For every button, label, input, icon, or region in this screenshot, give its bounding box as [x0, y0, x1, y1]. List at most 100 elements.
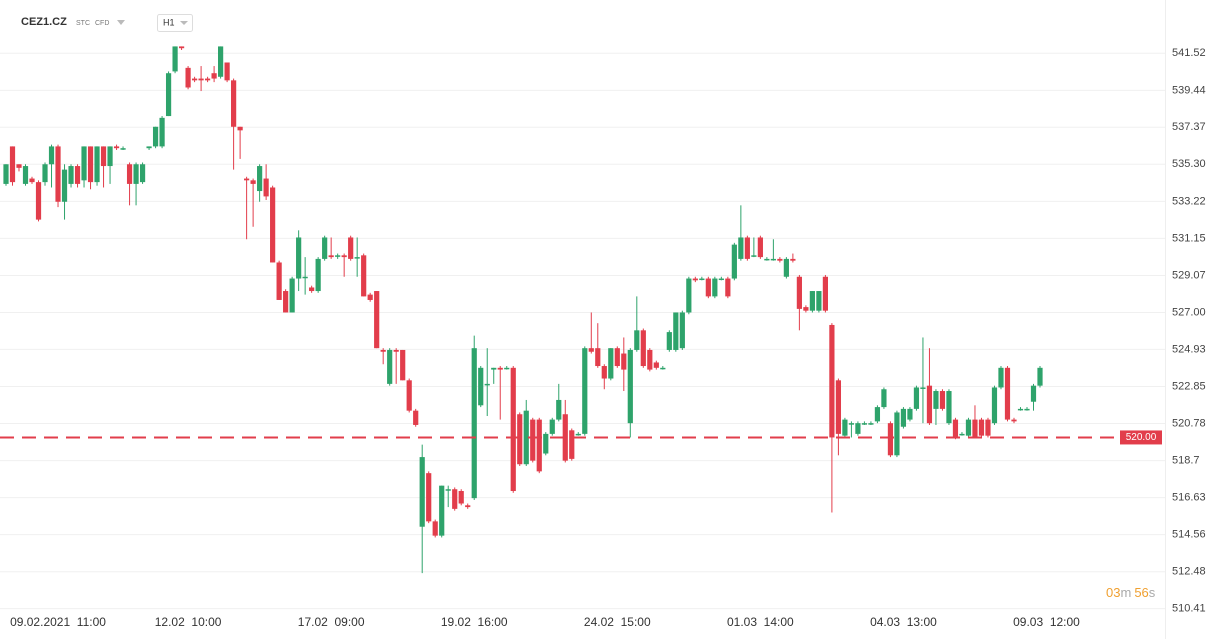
candle-body: [751, 255, 757, 257]
candle-body: [1037, 367, 1043, 386]
candle-body: [972, 419, 978, 438]
badge: STC: [76, 20, 90, 27]
candle-body: [406, 380, 412, 411]
candle-body: [218, 46, 224, 77]
y-tick-label: 533.22: [1172, 195, 1206, 207]
candle-body: [985, 419, 991, 436]
candle-body: [718, 278, 724, 281]
candle-body: [322, 237, 328, 259]
candle-body: [22, 166, 29, 184]
y-tick-label: 537.37: [1172, 121, 1206, 133]
candle-body: [133, 164, 139, 184]
candle-body: [868, 423, 874, 425]
candle-body: [510, 367, 516, 492]
candle-body: [302, 276, 308, 279]
candle-body: [517, 414, 523, 465]
candle-body: [152, 126, 159, 147]
candle-body: [790, 258, 796, 261]
candle-body: [569, 430, 575, 459]
candle-body: [926, 385, 933, 424]
y-tick-label: 516.63: [1172, 492, 1206, 504]
candle-body: [647, 349, 653, 370]
candle-body: [439, 485, 445, 536]
candle-body: [29, 178, 35, 183]
candle-body: [634, 330, 640, 350]
candle-body: [887, 423, 894, 456]
candle-body: [113, 146, 120, 149]
candle-body: [296, 237, 302, 279]
candle-body: [835, 380, 842, 434]
candle-body: [965, 419, 972, 436]
candle-body: [998, 367, 1004, 388]
candle-body: [1004, 367, 1011, 420]
candle-body: [458, 491, 464, 504]
candle-body: [263, 178, 269, 197]
candle-body: [61, 169, 68, 202]
candle-body: [978, 419, 985, 436]
candle-body: [543, 433, 549, 454]
y-tick-label: 518.7: [1172, 455, 1200, 467]
candle-body: [757, 237, 763, 258]
candle-body: [530, 419, 536, 461]
dropdown-arrow[interactable]: [117, 20, 125, 25]
candle-body: [100, 146, 107, 167]
y-tick-label: 541.52: [1172, 47, 1206, 59]
dropdown-arrow: [180, 21, 188, 25]
candle-body: [900, 408, 907, 427]
x-tick-label: 24.02 15:00: [584, 615, 651, 629]
candle-body: [348, 237, 354, 259]
candle-body: [257, 166, 263, 192]
candle-body: [237, 126, 243, 131]
candle-body: [582, 348, 588, 434]
candle-body: [191, 78, 198, 81]
candle-body: [705, 278, 711, 297]
candle-body: [413, 410, 419, 425]
candle-body: [309, 287, 315, 292]
candle-body: [224, 62, 230, 81]
candle-body: [673, 312, 679, 350]
candle-body: [484, 383, 490, 386]
candle-body: [504, 367, 510, 370]
candle-body: [536, 419, 542, 472]
candle-body: [445, 489, 451, 491]
candle-body: [627, 349, 633, 424]
y-tick-label: 539.44: [1172, 84, 1206, 96]
candle-body: [178, 46, 185, 49]
candle-body: [204, 78, 211, 81]
x-tick-label: 09.03 12:00: [1013, 615, 1080, 629]
y-tick-label: 520.78: [1172, 417, 1206, 429]
candle-body: [920, 387, 926, 389]
candle-body: [198, 78, 204, 81]
y-tick-label: 529.07: [1172, 269, 1206, 281]
candle-body: [393, 349, 399, 352]
candle-body: [87, 146, 94, 183]
candle-body: [744, 237, 750, 259]
candle-body: [588, 348, 594, 352]
candle-body: [809, 291, 815, 311]
candle-body: [81, 146, 87, 181]
candle-body: [692, 278, 698, 281]
candle-body: [881, 389, 887, 408]
candle-body: [666, 332, 672, 350]
candle-body: [601, 366, 607, 379]
candle-body: [549, 419, 555, 434]
candle-body: [400, 349, 406, 381]
candle-body: [614, 348, 620, 367]
candle-body: [640, 330, 646, 367]
x-tick-label: 17.02 09:00: [298, 615, 365, 629]
candle-body: [478, 367, 484, 406]
candle-body: [139, 164, 146, 183]
candle-body: [211, 73, 217, 79]
candle-body: [35, 182, 42, 220]
candle-body: [952, 419, 959, 438]
countdown: 03m 56s: [1106, 585, 1156, 600]
candle-body: [913, 387, 920, 409]
candle-body: [653, 362, 659, 368]
candle-body: [562, 414, 568, 461]
timeframe-select[interactable]: [157, 14, 193, 32]
candle-body: [738, 237, 744, 259]
candle-body: [699, 278, 705, 281]
x-tick-label: 09.02.2021 11:00: [10, 615, 106, 629]
candle-body: [959, 433, 965, 436]
candle-body: [68, 166, 74, 184]
